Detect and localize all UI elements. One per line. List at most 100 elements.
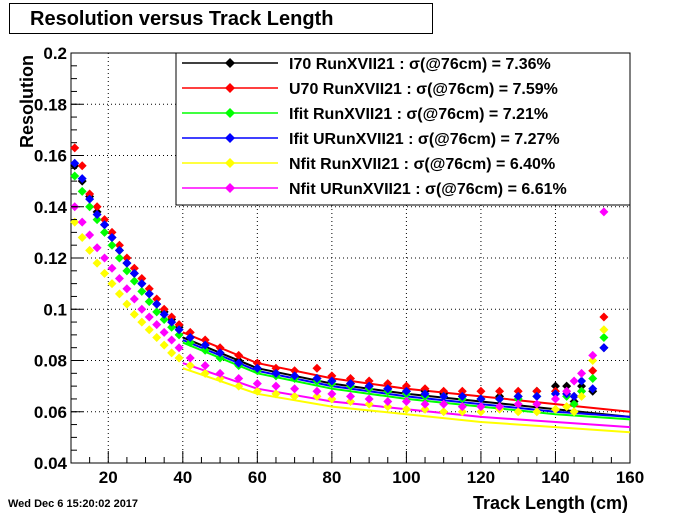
data-point xyxy=(569,391,579,401)
data-point xyxy=(122,253,132,263)
data-point xyxy=(599,207,609,217)
data-point xyxy=(364,399,374,409)
data-point xyxy=(185,338,195,348)
data-point xyxy=(327,376,337,386)
data-point xyxy=(588,384,598,394)
data-point xyxy=(252,379,262,389)
data-point xyxy=(252,363,262,373)
data-point xyxy=(107,227,117,237)
x-axis-title: Track Length (cm) xyxy=(473,493,628,513)
data-point xyxy=(476,394,486,404)
data-point xyxy=(439,391,449,401)
data-point xyxy=(234,381,244,391)
data-point xyxy=(129,263,139,273)
legend-marker xyxy=(225,83,235,93)
data-point xyxy=(577,368,587,378)
legend-label: Nfit RunXVII21 : σ(@76cm) = 6.40% xyxy=(289,156,555,173)
data-point xyxy=(271,363,281,373)
data-point xyxy=(159,340,169,350)
data-point xyxy=(550,404,560,414)
data-point xyxy=(77,186,87,196)
y-tick-label: 0.1 xyxy=(43,300,67,319)
data-point xyxy=(290,384,300,394)
data-point xyxy=(290,366,300,376)
data-point xyxy=(513,399,523,409)
data-point xyxy=(271,389,281,399)
data-point xyxy=(532,399,542,409)
data-point xyxy=(144,284,154,294)
data-point xyxy=(129,268,139,278)
data-point xyxy=(85,194,95,204)
data-point xyxy=(327,394,337,404)
data-point xyxy=(167,312,177,322)
data-point xyxy=(70,143,80,153)
y-tick-label: 0.14 xyxy=(34,198,68,217)
data-point xyxy=(532,391,542,401)
data-point xyxy=(532,407,542,417)
data-point xyxy=(588,366,598,376)
data-point xyxy=(92,202,102,212)
data-point xyxy=(174,353,184,363)
data-point xyxy=(420,404,430,414)
data-point xyxy=(152,294,162,304)
data-point xyxy=(159,315,169,324)
legend-box xyxy=(175,52,631,206)
data-point xyxy=(577,376,587,386)
data-point xyxy=(215,348,225,358)
legend-label: I70 RunXVII21 : σ(@76cm) = 7.36% xyxy=(289,56,551,73)
x-tick-label: 140 xyxy=(541,468,569,487)
data-point xyxy=(122,266,132,276)
data-point xyxy=(144,297,154,307)
legend-marker xyxy=(225,133,235,143)
data-point xyxy=(312,386,322,396)
chart-title: Resolution versus Track Length xyxy=(9,3,433,34)
data-point xyxy=(152,299,162,309)
data-point xyxy=(290,371,300,381)
data-point xyxy=(346,373,355,383)
data-point xyxy=(513,407,523,417)
data-point xyxy=(562,386,572,396)
data-point xyxy=(114,253,124,263)
legend-label: Ifit RunXVII21 : σ(@76cm) = 7.21% xyxy=(289,106,548,123)
y-tick-label: 0.06 xyxy=(34,403,67,422)
data-point xyxy=(495,394,505,404)
data-point xyxy=(107,233,117,242)
data-point xyxy=(383,379,393,389)
data-point xyxy=(234,350,244,360)
data-point xyxy=(92,215,102,225)
data-point xyxy=(420,389,430,399)
data-point xyxy=(144,312,154,322)
data-point xyxy=(200,368,210,378)
data-point xyxy=(137,286,147,296)
data-point xyxy=(215,353,225,363)
data-point xyxy=(77,174,87,184)
data-point xyxy=(401,397,411,406)
data-point xyxy=(167,322,177,332)
data-point xyxy=(77,217,87,227)
data-point xyxy=(495,386,505,396)
data-point xyxy=(85,245,95,255)
legend-marker xyxy=(225,58,235,68)
data-point xyxy=(327,371,337,381)
data-point xyxy=(85,230,95,240)
data-point xyxy=(364,376,374,386)
y-tick-label: 0.18 xyxy=(34,95,67,114)
data-point xyxy=(364,381,374,391)
axis-ticks xyxy=(70,52,631,464)
data-point xyxy=(577,381,587,391)
data-point xyxy=(92,209,102,219)
data-point xyxy=(215,343,225,353)
data-point xyxy=(476,386,486,396)
data-point xyxy=(144,289,154,299)
legend-label: Nfit URunXVII21 : σ(@76cm) = 6.61% xyxy=(289,181,567,198)
data-point xyxy=(312,373,322,383)
data-point xyxy=(271,368,281,378)
data-point xyxy=(185,332,195,342)
data-point xyxy=(312,363,322,373)
x-tick-labels: 20 40 60 80 100 120 140 160 xyxy=(99,468,644,487)
data-point xyxy=(550,381,560,391)
data-point xyxy=(234,358,244,368)
data-point xyxy=(100,253,110,263)
data-point xyxy=(457,391,467,401)
